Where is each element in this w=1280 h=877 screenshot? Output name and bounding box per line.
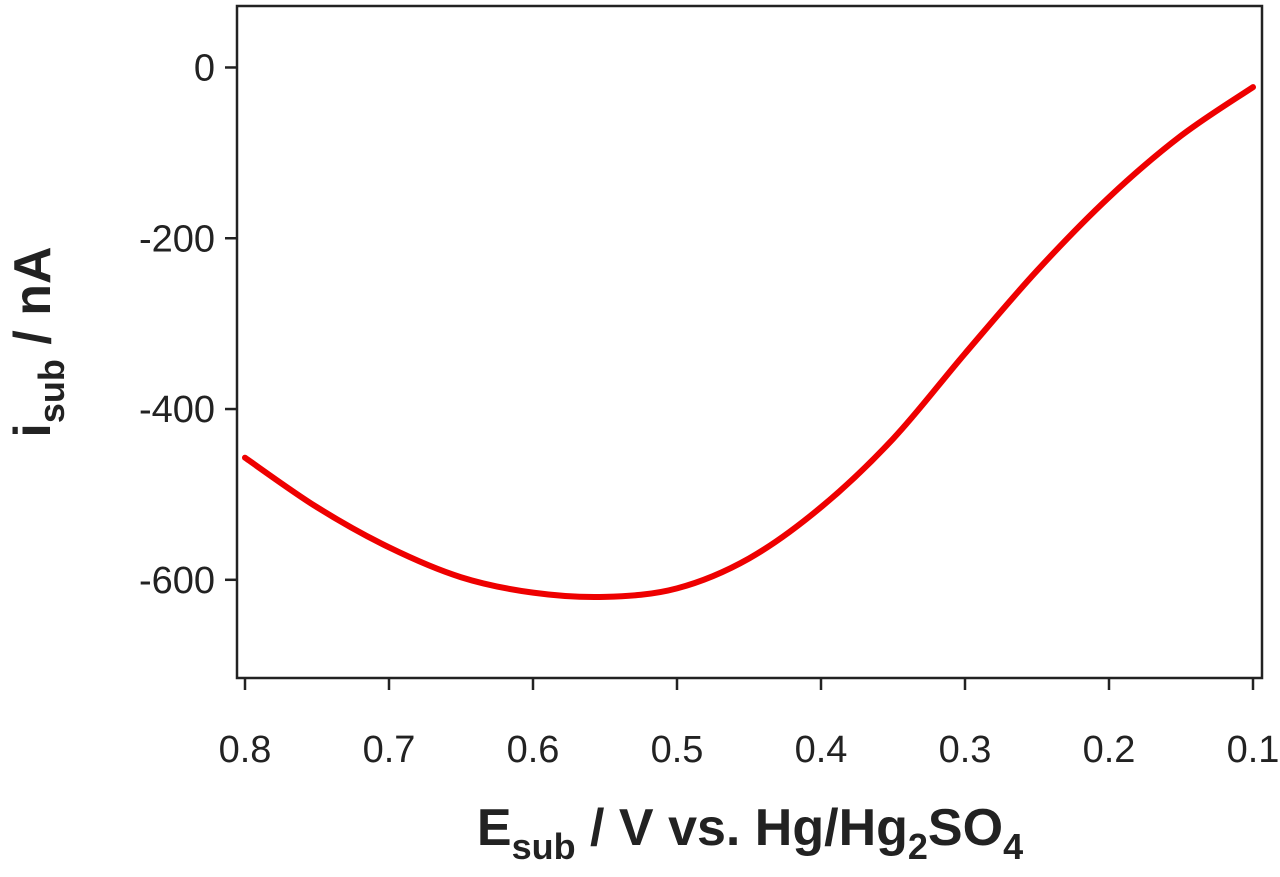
y-tick-label: 0 [194,47,215,89]
x-tick-label: 0.3 [939,729,992,771]
x-tick-label: 0.2 [1083,729,1136,771]
series-line [245,87,1253,597]
x-tick-label: 0.4 [795,729,848,771]
x-tick-label: 0.7 [363,729,416,771]
x-axis-title: Esub / V vs. Hg/Hg2SO4 [477,799,1023,867]
x-tick-label: 0.6 [507,729,560,771]
series-layer [245,87,1253,597]
y-axis-title: isub / nA [4,246,72,437]
y-tick-label: -200 [139,218,215,260]
y-tick-label: -600 [139,560,215,602]
y-tick-label: -400 [139,389,215,431]
x-tick-label: 0.8 [219,729,272,771]
x-tick-label: 0.5 [651,729,704,771]
ticks-layer: 0.8 0.7 0.6 0.5 0.4 0.3 0.2 0.1 0 -200 -400 -600 [139,47,1279,771]
plot-frame [237,6,1262,678]
x-tick-label: 0.1 [1227,729,1280,771]
